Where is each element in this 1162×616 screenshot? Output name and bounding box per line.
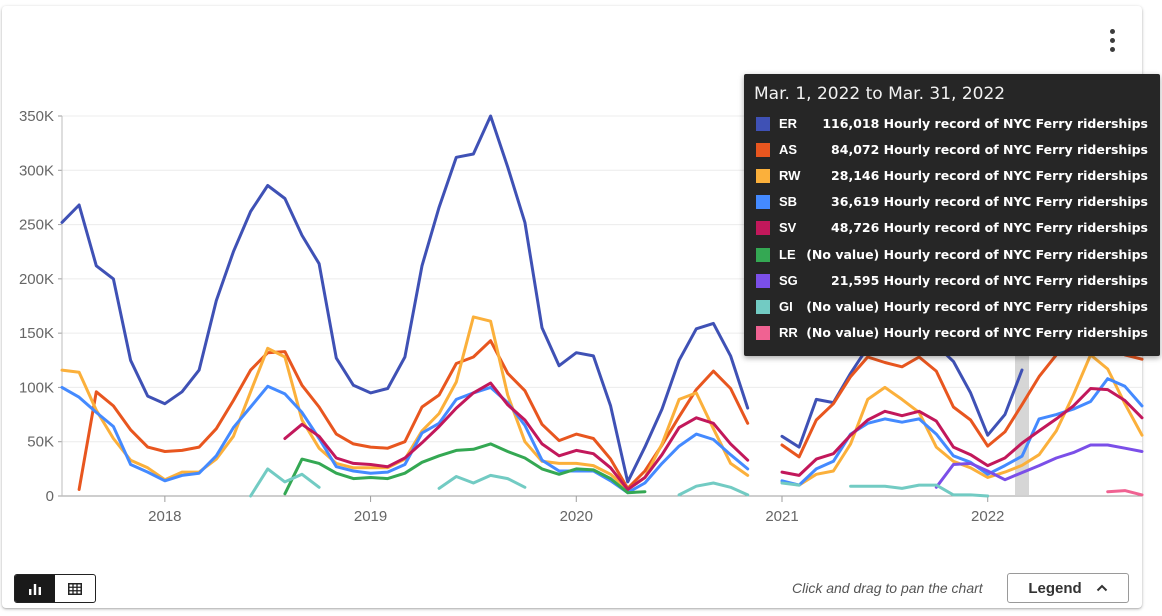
series-line-sg[interactable] bbox=[934, 443, 1144, 489]
x-tick-label: 2022 bbox=[971, 508, 1004, 525]
series-line-as[interactable] bbox=[77, 339, 750, 491]
chart-view-button[interactable] bbox=[15, 575, 55, 602]
tooltip-series-value: 36,619 Hourly record of NYC Ferry riders… bbox=[831, 194, 1148, 210]
x-tick-label: 2019 bbox=[354, 508, 387, 525]
x-tick-label: 2020 bbox=[560, 508, 593, 525]
series-line-gi-3[interactable] bbox=[780, 481, 801, 487]
tooltip-swatch bbox=[756, 273, 770, 288]
bar-chart-icon bbox=[29, 583, 41, 595]
more-options-button[interactable] bbox=[1098, 22, 1126, 58]
tooltip-row-le: LE (No value) Hourly record of NYC Ferry … bbox=[756, 246, 1148, 264]
tooltip-series-code: SB bbox=[779, 194, 798, 210]
tooltip-swatch bbox=[756, 221, 770, 236]
x-axis: 2018 2019 2020 2021 2022 bbox=[148, 496, 1004, 525]
tooltip-series-value: 28,146 Hourly record of NYC Ferry riders… bbox=[831, 168, 1148, 184]
tooltip-row-er: ER 116,018 Hourly record of NYC Ferry rid… bbox=[756, 115, 1148, 133]
legend-button-label: Legend bbox=[1028, 579, 1082, 597]
view-toggle[interactable] bbox=[14, 574, 96, 603]
x-tick-label: 2021 bbox=[765, 508, 798, 525]
series-line-rr[interactable] bbox=[1106, 489, 1144, 497]
tooltip-series-value: 48,726 Hourly record of NYC Ferry riders… bbox=[831, 220, 1148, 236]
tooltip-series-code: RW bbox=[779, 168, 801, 184]
series-line-er[interactable] bbox=[60, 114, 750, 484]
y-tick-label: 50K bbox=[27, 434, 54, 451]
tooltip-series-code: SG bbox=[779, 272, 798, 288]
tooltip-series-value: 84,072 Hourly record of NYC Ferry riders… bbox=[831, 142, 1148, 158]
tooltip-row-sv: SV 48,726 Hourly record of NYC Ferry ride… bbox=[756, 219, 1148, 237]
chevron-up-icon bbox=[1096, 584, 1107, 592]
y-tick-label: 100K bbox=[19, 379, 54, 396]
series-line-gi[interactable] bbox=[249, 467, 321, 498]
tooltip: Mar. 1, 2022 to Mar. 31, 2022 ER 116,018 … bbox=[744, 74, 1160, 356]
tooltip-series-code: RR bbox=[779, 324, 798, 340]
pan-hint: Click and drag to pan the chart bbox=[792, 580, 983, 596]
y-tick-label: 200K bbox=[19, 271, 54, 288]
tooltip-series-code: AS bbox=[779, 142, 798, 158]
series-line-sv[interactable] bbox=[283, 381, 750, 491]
more-vert-icon bbox=[1109, 28, 1115, 34]
tooltip-series-value: 116,018 Hourly record of NYC Ferry rider… bbox=[822, 116, 1148, 131]
tooltip-swatch bbox=[756, 117, 770, 131]
tooltip-series-code: SV bbox=[779, 220, 797, 236]
table-icon bbox=[68, 582, 82, 595]
y-tick-label: 250K bbox=[19, 217, 54, 234]
y-tick-label: 150K bbox=[19, 325, 54, 342]
tooltip-series-value: 21,595 Hourly record of NYC Ferry riders… bbox=[831, 272, 1148, 288]
series-line-gi-1[interactable] bbox=[437, 473, 527, 490]
tooltip-row-rw: RW 28,146 Hourly record of NYC Ferry ride… bbox=[756, 167, 1148, 185]
tooltip-series-value: (No value) Hourly record of NYC Ferry ri… bbox=[806, 324, 1148, 340]
tooltip-swatch bbox=[756, 299, 770, 314]
tooltip-series-code: LE bbox=[779, 246, 796, 262]
tooltip-row-gi: GI (No value) Hourly record of NYC Ferry … bbox=[756, 298, 1148, 316]
tooltip-title: Mar. 1, 2022 to Mar. 31, 2022 bbox=[754, 84, 1006, 104]
tooltip-series-code: ER bbox=[779, 116, 798, 131]
legend-button[interactable]: Legend bbox=[1007, 573, 1129, 603]
x-tick-label: 2018 bbox=[148, 508, 181, 525]
series-line-gi-4[interactable] bbox=[849, 483, 990, 498]
series-line-gi-2[interactable] bbox=[677, 481, 750, 497]
tooltip-swatch bbox=[756, 325, 770, 340]
series-line-as-1[interactable] bbox=[780, 337, 1144, 459]
tooltip-series-value: (No value) Hourly record of NYC Ferry ri… bbox=[806, 246, 1148, 262]
tooltip-row-sg: SG 21,595 Hourly record of NYC Ferry ride… bbox=[756, 272, 1148, 290]
series-line-sv-1[interactable] bbox=[780, 387, 1144, 477]
y-tick-label: 300K bbox=[19, 162, 54, 179]
tooltip-series-code: GI bbox=[779, 298, 793, 314]
tooltip-swatch bbox=[756, 247, 770, 262]
series-line-le[interactable] bbox=[283, 442, 647, 496]
series-lines bbox=[60, 114, 1144, 498]
y-tick-label: 350K bbox=[19, 108, 54, 125]
tooltip-row-as: AS 84,072 Hourly record of NYC Ferry ride… bbox=[756, 141, 1148, 159]
table-view-button[interactable] bbox=[55, 575, 95, 602]
tooltip-swatch bbox=[756, 195, 770, 210]
y-tick-label: 0 bbox=[46, 488, 54, 505]
tooltip-swatch bbox=[756, 169, 770, 184]
tooltip-row-rr: RR (No value) Hourly record of NYC Ferry … bbox=[756, 324, 1148, 342]
tooltip-swatch bbox=[756, 143, 770, 158]
y-axis: 0 50K 100K 150K 200K 250K 300K 350K bbox=[19, 108, 63, 505]
series-line-sb-1[interactable] bbox=[780, 377, 1144, 487]
series-line-sb[interactable] bbox=[60, 384, 750, 495]
tooltip-row-sb: SB 36,619 Hourly record of NYC Ferry ride… bbox=[756, 193, 1148, 211]
tooltip-series-value: (No value) Hourly record of NYC Ferry ri… bbox=[806, 298, 1148, 314]
